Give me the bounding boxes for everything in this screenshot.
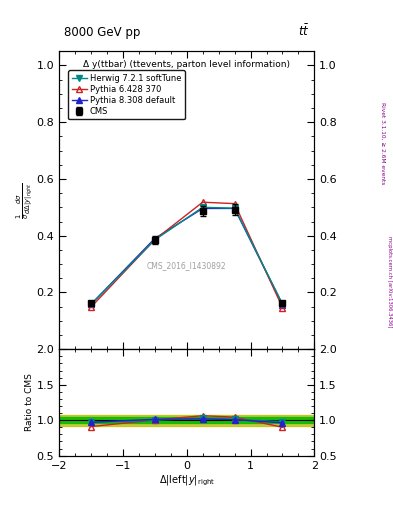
Pythia 8.308 default	[152, 236, 157, 242]
Text: 8000 GeV pp: 8000 GeV pp	[64, 26, 140, 39]
Bar	[59, 415, 314, 426]
Pythia 8.308 default	[280, 302, 285, 308]
Pythia 6.428 370	[152, 237, 157, 243]
Herwig 7.2.1 softTune	[232, 205, 237, 211]
Text: Rivet 3.1.10, ≥ 2.6M events: Rivet 3.1.10, ≥ 2.6M events	[381, 102, 386, 184]
Pythia 6.428 370	[200, 199, 205, 205]
Text: $t\bar{t}$: $t\bar{t}$	[298, 24, 309, 39]
Pythia 8.308 default	[88, 302, 93, 308]
Line: Pythia 6.428 370: Pythia 6.428 370	[87, 199, 286, 311]
X-axis label: $\Delta$|left|$y|_{\rm right}$: $\Delta$|left|$y|_{\rm right}$	[158, 473, 215, 488]
Line: Pythia 8.308 default: Pythia 8.308 default	[87, 205, 286, 308]
Pythia 6.428 370	[280, 305, 285, 311]
Pythia 6.428 370	[88, 304, 93, 310]
Herwig 7.2.1 softTune	[88, 302, 93, 308]
Herwig 7.2.1 softTune	[280, 301, 285, 307]
Text: Δ y(ttbar) (ttevents, parton level information): Δ y(ttbar) (ttevents, parton level infor…	[83, 60, 290, 69]
Herwig 7.2.1 softTune	[200, 204, 205, 210]
Text: CMS_2016_I1430892: CMS_2016_I1430892	[147, 261, 226, 270]
Pythia 6.428 370	[232, 201, 237, 207]
Herwig 7.2.1 softTune	[152, 237, 157, 243]
Y-axis label: Ratio to CMS: Ratio to CMS	[24, 374, 33, 432]
Legend: Herwig 7.2.1 softTune, Pythia 6.428 370, Pythia 8.308 default, CMS: Herwig 7.2.1 softTune, Pythia 6.428 370,…	[68, 70, 185, 119]
Bar	[59, 417, 314, 423]
Line: Herwig 7.2.1 softTune: Herwig 7.2.1 softTune	[87, 204, 286, 308]
Pythia 8.308 default	[200, 205, 205, 211]
Text: mcplots.cern.ch [arXiv:1306.3436]: mcplots.cern.ch [arXiv:1306.3436]	[387, 236, 391, 327]
Pythia 8.308 default	[232, 205, 237, 211]
Y-axis label: $\frac{1}{\sigma}\frac{d\sigma}{d\Delta|y|_{right}}$: $\frac{1}{\sigma}\frac{d\sigma}{d\Delta|…	[15, 182, 35, 219]
